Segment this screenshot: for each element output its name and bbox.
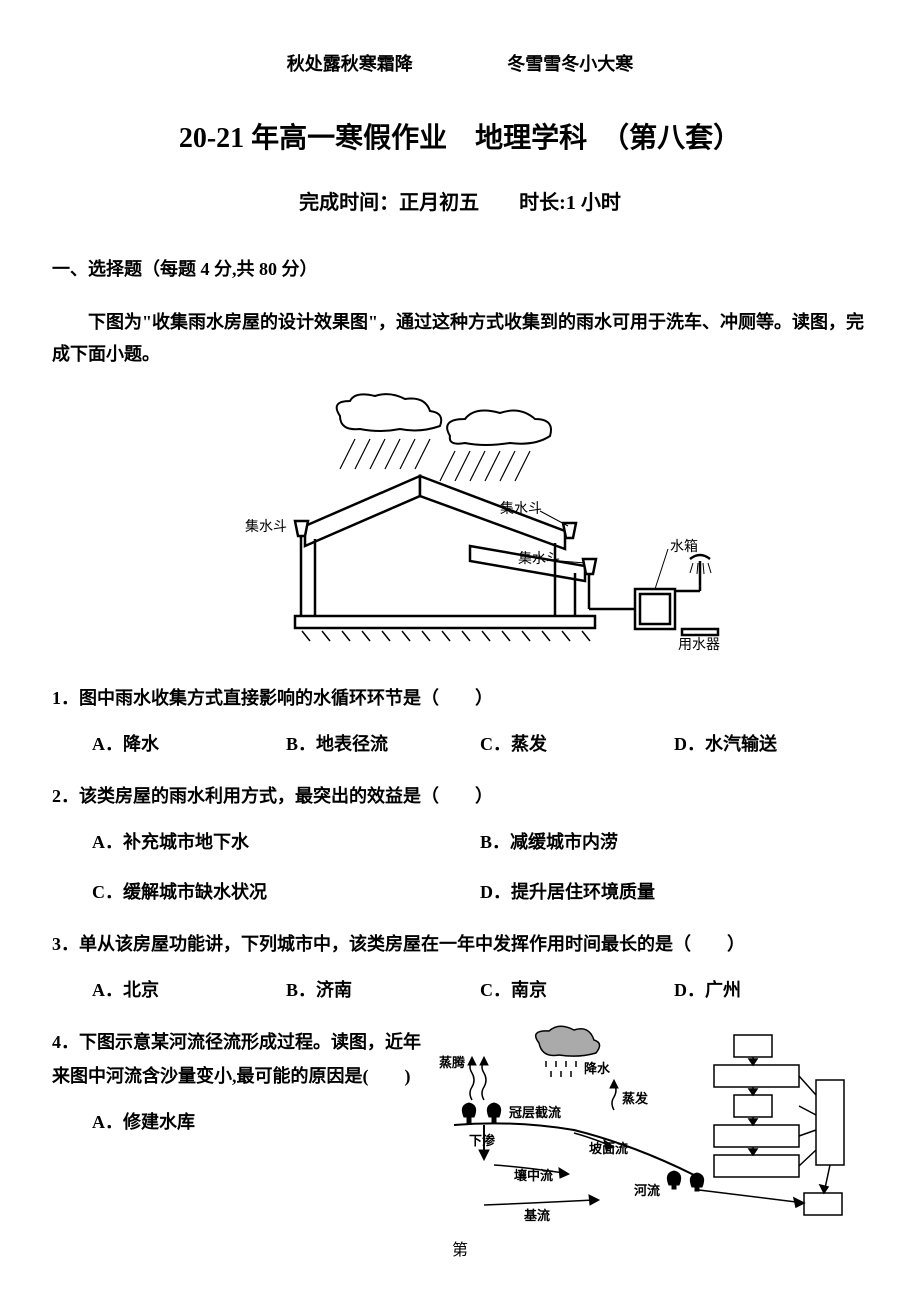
diagram2-container: 降水 蒸腾 冠层截流 蒸发 xyxy=(434,1025,868,1236)
q3-options: A．北京 B．济南 C．南京 D．广州 xyxy=(52,973,868,1007)
svg-text:③: ③ xyxy=(824,1115,836,1130)
header-right: 冬雪雪冬小大寒 xyxy=(507,50,633,76)
runoff-process-diagram: 降水 蒸腾 冠层截流 蒸发 xyxy=(434,1025,854,1225)
sub-title: 完成时间：正月初五 时长:1 小时 xyxy=(52,186,868,215)
svg-text:土壤调蓄: 土壤调蓄 xyxy=(724,1129,776,1144)
section-header: 一、选择题（每题 4 分,共 80 分） xyxy=(52,255,868,281)
svg-text:冠层截流: 冠层截流 xyxy=(509,1105,561,1120)
svg-text:冠层截流: 冠层截流 xyxy=(724,1069,776,1084)
header-left: 秋处露秋寒霜降 xyxy=(287,50,413,76)
svg-text:下渗: 下渗 xyxy=(469,1133,496,1148)
label-collector-top: 集水斗 xyxy=(500,500,542,517)
q2-opt-d: D．提升居住环境质量 xyxy=(480,875,868,909)
duration: 时长:1 小时 xyxy=(519,192,621,214)
page-footer: 第 xyxy=(452,1236,468,1260)
q2-options: A．补充城市地下水 B．减缓城市内涝 C．缓解城市缺水状况 D．提升居住环境质量 xyxy=(52,825,868,908)
q1-opt-b: B．地表径流 xyxy=(286,727,480,761)
q4-text: 4．下图示意某河流径流形成过程。读图，近年来图中河流含沙量变小,最可能的原因是(… xyxy=(52,1025,422,1093)
q4-opt-a: A．修建水库 xyxy=(52,1105,422,1139)
question-1: 1．图中雨水收集方式直接影响的水循环环节是（ ） A．降水 B．地表径流 C．蒸… xyxy=(52,681,868,761)
q1-opt-c: C．蒸发 xyxy=(480,727,674,761)
svg-text:降水: 降水 xyxy=(584,1061,611,1076)
q1-options: A．降水 B．地表径流 C．蒸发 D．水汽输送 xyxy=(52,727,868,761)
svg-text:①: ① xyxy=(746,1039,758,1054)
label-tank: 水箱 xyxy=(670,539,698,555)
label-collector-right: 集水斗 xyxy=(518,550,560,567)
q2-opt-c: C．缓解城市缺水状况 xyxy=(92,875,480,909)
q3-opt-d: D．广州 xyxy=(674,973,868,1007)
svg-text:地下调蓄: 地下调蓄 xyxy=(724,1159,776,1174)
main-title: 20-21 年高一寒假作业 地理学科 （第八套） xyxy=(52,116,868,156)
diagram1-container: 集水斗 集水斗 集水斗 水箱 用水器 xyxy=(52,391,868,656)
question-3: 3．单从该房屋功能讲，下列城市中，该类房屋在一年中发挥作用时间最长的是（ ） A… xyxy=(52,927,868,1007)
q1-opt-d: D．水汽输送 xyxy=(674,727,868,761)
svg-text:基流: 基流 xyxy=(523,1208,550,1223)
question-4: 4．下图示意某河流径流形成过程。读图，近年来图中河流含沙量变小,最可能的原因是(… xyxy=(52,1025,868,1236)
svg-text:②: ② xyxy=(746,1099,758,1114)
question-2: 2．该类房屋的雨水利用方式，最突出的效益是（ ） A．补充城市地下水 B．减缓城… xyxy=(52,779,868,909)
label-outlet: 用水器 xyxy=(678,637,720,651)
q2-text: 2．该类房屋的雨水利用方式，最突出的效益是（ ） xyxy=(52,779,868,813)
svg-text:蒸发: 蒸发 xyxy=(622,1091,649,1106)
q1-text: 1．图中雨水收集方式直接影响的水循环环节是（ ） xyxy=(52,681,868,715)
q3-text: 3．单从该房屋功能讲，下列城市中，该类房屋在一年中发挥作用时间最长的是（ ） xyxy=(52,927,868,961)
q1-opt-a: A．降水 xyxy=(92,727,286,761)
passage-text: 下图为"收集雨水房屋的设计效果图"，通过这种方式收集到的雨水可用于洗车、冲厕等。… xyxy=(52,306,868,371)
svg-text:④: ④ xyxy=(816,1197,828,1212)
svg-text:河流: 河流 xyxy=(634,1183,660,1198)
q2-opt-b: B．减缓城市内涝 xyxy=(480,825,868,859)
rainwater-house-diagram: 集水斗 集水斗 集水斗 水箱 用水器 xyxy=(190,391,730,651)
completion-time: 完成时间：正月初五 xyxy=(299,192,479,214)
q3-opt-c: C．南京 xyxy=(480,973,674,1007)
svg-text:蒸腾: 蒸腾 xyxy=(439,1055,466,1070)
page-header: 秋处露秋寒霜降 冬雪雪冬小大寒 xyxy=(52,50,868,76)
label-collector-left: 集水斗 xyxy=(245,518,287,535)
q3-opt-b: B．济南 xyxy=(286,973,480,1007)
q3-opt-a: A．北京 xyxy=(92,973,286,1007)
q2-opt-a: A．补充城市地下水 xyxy=(92,825,480,859)
